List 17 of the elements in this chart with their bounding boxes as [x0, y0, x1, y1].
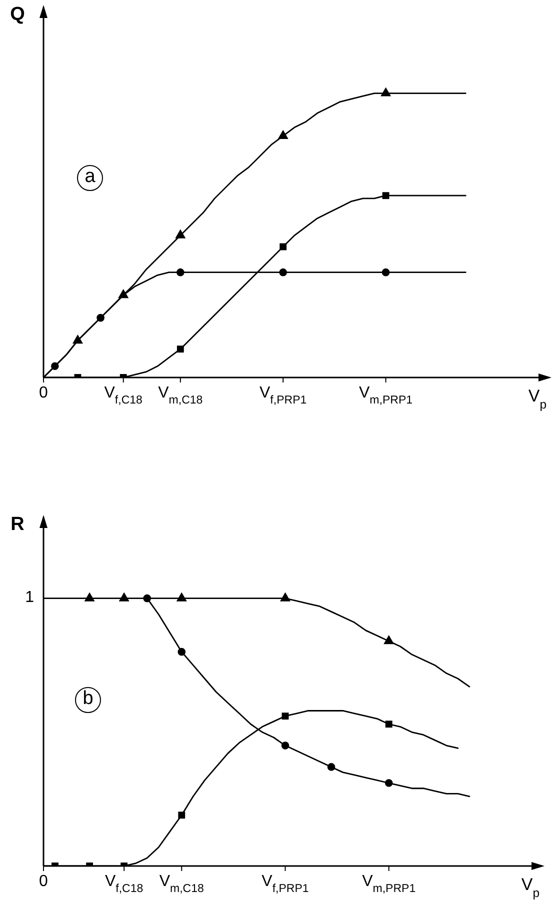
- y-axis-title: R: [10, 514, 25, 535]
- x-tick-label: 0: [39, 872, 48, 890]
- x-tick-label: V$_{m,C18}$: [159, 872, 204, 895]
- annotation: a: [84, 166, 96, 187]
- x-tick-label: V$_{f,C18}$: [104, 384, 142, 406]
- x-tick-label: 0: [39, 384, 48, 402]
- x-tick-label: V$_{m,PRP1}$: [359, 384, 413, 406]
- x-tick-label: V$_{f,PRP1}$: [262, 872, 309, 895]
- x-tick-label: V$_{f,PRP1}$: [260, 384, 307, 406]
- x-tick-label: V$_{f,C18}$: [104, 872, 144, 895]
- x-tick-label: V$_{m,C18}$: [158, 384, 203, 406]
- x-axis-title: V$_{p}$: [528, 386, 547, 412]
- annotation: b: [82, 688, 94, 709]
- y-axis-title: Q: [10, 4, 25, 25]
- x-axis-title: V$_{p}$: [521, 875, 540, 900]
- x-tick-label: V$_{m,PRP1}$: [362, 872, 416, 895]
- text: 1: [25, 589, 34, 606]
